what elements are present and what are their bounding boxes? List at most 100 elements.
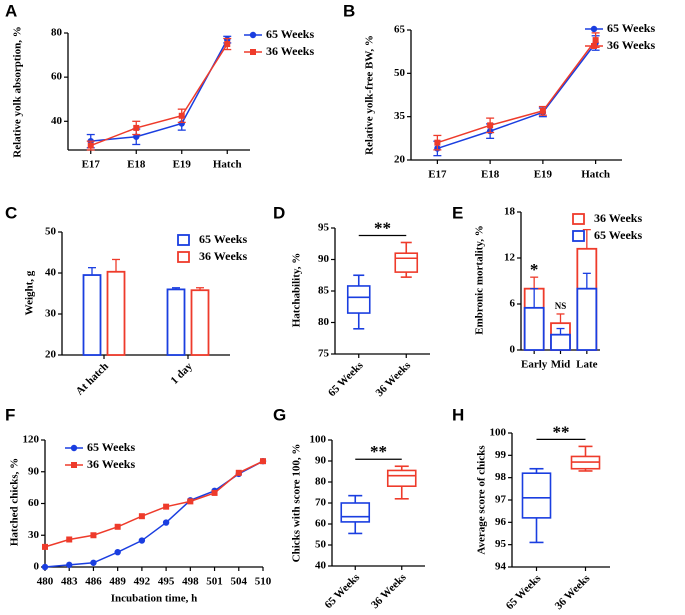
point — [114, 523, 121, 530]
y-tick-label: 95 — [318, 222, 330, 234]
x-tick-label: 483 — [61, 576, 78, 588]
y-tick-label: 30 — [28, 529, 40, 541]
x-tick-label: 1 day — [168, 360, 195, 387]
y-tick-label: 50 — [45, 226, 57, 238]
point — [163, 503, 170, 510]
y-tick-label: 85 — [318, 285, 330, 297]
y-tick-label: 96 — [495, 516, 507, 528]
point — [162, 519, 170, 526]
point — [66, 536, 73, 543]
point — [224, 41, 231, 48]
y-tick-label: 12 — [504, 252, 516, 264]
x-tick-label: 65 Weeks — [322, 571, 362, 611]
point — [138, 513, 145, 520]
y-axis-label: Embronic mortality, % — [474, 225, 486, 334]
x-tick-label: 486 — [85, 576, 102, 588]
point — [187, 498, 194, 505]
legend-swatch — [572, 213, 585, 225]
bar — [82, 274, 102, 356]
legend-marker — [71, 462, 77, 468]
legend-label: 65 Weeks — [87, 440, 135, 454]
x-tick-label: 36 Weeks — [553, 572, 593, 612]
x-tick-label: At hatch — [74, 360, 111, 397]
legend-swatch — [572, 230, 585, 242]
y-tick-label: 20 — [45, 349, 57, 361]
panel-label: D — [273, 203, 285, 222]
point — [138, 537, 146, 544]
legend-swatch — [177, 251, 190, 263]
y-tick-label: 97 — [495, 494, 507, 506]
y-tick-label: 94 — [495, 561, 507, 573]
x-tick-label: 498 — [182, 576, 199, 588]
y-tick-label: 50 — [315, 539, 327, 551]
y-tick-label: 120 — [23, 434, 40, 446]
bar — [550, 333, 571, 351]
box — [521, 472, 552, 519]
y-tick-label: 95 — [495, 538, 507, 550]
box — [346, 285, 371, 314]
panel-label: C — [5, 203, 17, 222]
legend-label: 65 Weeks — [607, 21, 655, 35]
box — [340, 502, 371, 523]
x-tick-label: Late — [576, 359, 598, 371]
point — [90, 532, 97, 539]
annotation: NS — [555, 301, 567, 311]
x-tick-label: 510 — [255, 576, 272, 588]
panel-label: F — [5, 405, 15, 424]
series-line — [437, 42, 597, 150]
x-tick-label: 501 — [206, 576, 223, 588]
y-axis-label: Average score of chicks — [476, 445, 488, 555]
point — [41, 563, 49, 571]
legend-marker — [249, 31, 257, 39]
x-tick-label: Hatch — [213, 159, 242, 171]
bar — [106, 270, 126, 356]
y-tick-label: 60 — [315, 518, 327, 530]
y-tick-label: 80 — [315, 476, 327, 488]
y-tick-label: 35 — [394, 110, 406, 122]
point — [235, 469, 242, 476]
point — [592, 37, 599, 44]
panel-label: B — [343, 1, 355, 20]
y-tick-label: 40 — [45, 267, 57, 279]
y-tick-label: 80 — [318, 316, 330, 328]
y-tick-label: 98 — [495, 471, 507, 483]
legend-label: 65 Weeks — [199, 232, 247, 246]
bar — [523, 306, 545, 351]
y-tick-label: 99 — [495, 449, 507, 461]
x-tick-label: 492 — [134, 576, 151, 588]
x-tick-label: E17 — [82, 159, 101, 171]
legend-label: 36 Weeks — [199, 249, 247, 263]
y-tick-label: 90 — [28, 465, 40, 477]
annotation: ** — [374, 218, 391, 237]
y-axis-label: Hatched chicks, % — [9, 458, 21, 546]
annotation: ** — [370, 442, 387, 461]
point — [87, 142, 94, 149]
y-tick-label: 60 — [28, 497, 40, 509]
bar — [576, 287, 598, 351]
x-axis-label: Incubation time, h — [111, 593, 198, 605]
y-tick-label: 0 — [34, 561, 40, 573]
y-axis-label: Relative yolk absorption, % — [12, 26, 24, 157]
x-tick-label: E18 — [481, 169, 500, 181]
bar — [166, 288, 186, 356]
x-tick-label: E19 — [173, 159, 192, 171]
legend-label: 36 Weeks — [87, 457, 135, 471]
y-tick-label: 80 — [51, 27, 63, 39]
panel-label: A — [5, 1, 17, 20]
x-tick-label: 36 Weeks — [373, 359, 413, 399]
y-tick-label: 60 — [51, 71, 63, 83]
x-tick-label: 489 — [109, 576, 126, 588]
x-tick-label: 65 Weeks — [504, 572, 544, 612]
y-tick-label: 90 — [318, 253, 330, 265]
x-tick-label: 504 — [231, 576, 248, 588]
box — [386, 469, 417, 488]
x-tick-label: 36 Weeks — [369, 571, 409, 611]
y-axis-label: Relative yolk-free BW, % — [364, 35, 376, 155]
annotation: * — [530, 260, 539, 279]
point — [133, 124, 140, 131]
y-tick-label: 30 — [45, 308, 57, 320]
y-tick-label: 20 — [394, 154, 406, 166]
series-line — [90, 43, 228, 147]
point — [211, 489, 218, 496]
